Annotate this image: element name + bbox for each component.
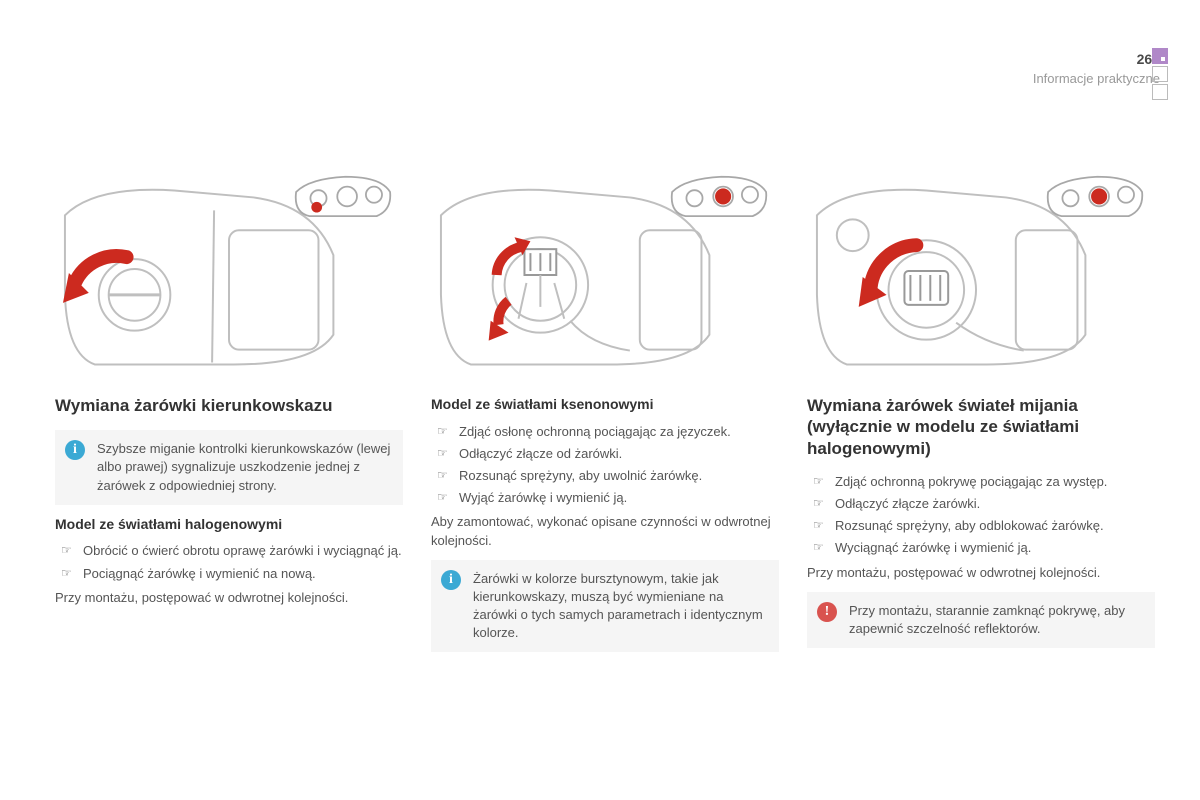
step-item: Zdjąć ochronną pokrywę pociągając za wys… xyxy=(807,473,1155,491)
step-item: Pociągnąć żarówkę i wymienić na nową. xyxy=(55,565,403,583)
column-middle: Model ze światłami ksenonowymi Zdjąć osł… xyxy=(431,175,779,662)
warning-icon: ! xyxy=(817,602,837,622)
step-item: Odłączyć złącze od żarówki. xyxy=(431,445,779,463)
warn-box-right: ! Przy montażu, starannie zamknąć pokryw… xyxy=(807,592,1155,648)
step-item: Obrócić o ćwierć obrotu oprawę żarówki i… xyxy=(55,542,403,560)
diagram-right-svg xyxy=(807,175,1155,375)
steps-middle: Zdjąć osłonę ochronną pociągając za języ… xyxy=(431,423,779,508)
info-icon: i xyxy=(65,440,85,460)
steps-left: Obrócić o ćwierć obrotu oprawę żarówki i… xyxy=(55,542,403,582)
square-marker xyxy=(1152,84,1168,100)
diagram-middle xyxy=(431,175,779,375)
column-right: Wymiana żarówek świateł mijania (wyłączn… xyxy=(807,175,1155,662)
page-number: 265 xyxy=(1033,50,1160,70)
page-body: Wymiana żarówki kierunkowskazu i Szybsze… xyxy=(55,175,1155,662)
diagram-left-svg xyxy=(55,175,403,375)
step-item: Odłączyć złącze żarówki. xyxy=(807,495,1155,513)
step-item: Zdjąć osłonę ochronną pociągając za języ… xyxy=(431,423,779,441)
step-item: Wyciągnąć żarówkę i wymienić ją. xyxy=(807,539,1155,557)
info-box-text: Żarówki w kolorze bursztynowym, takie ja… xyxy=(473,571,763,641)
closing-middle: Aby zamontować, wykonać opisane czynnośc… xyxy=(431,513,779,549)
subheading-left: Model ze światłami halogenowymi xyxy=(55,515,403,535)
heading-left: Wymiana żarówki kierunkowskazu xyxy=(55,395,403,416)
warn-box-text: Przy montażu, starannie zamknąć pokrywę,… xyxy=(849,603,1125,636)
square-marker xyxy=(1152,66,1168,82)
closing-left: Przy montażu, postępować w odwrotnej kol… xyxy=(55,589,403,607)
corner-squares xyxy=(1152,48,1170,102)
closing-right: Przy montażu, postępować w odwrotnej kol… xyxy=(807,564,1155,582)
info-box-left: i Szybsze miganie kontrolki kierunkowska… xyxy=(55,430,403,505)
steps-right: Zdjąć ochronną pokrywę pociągając za wys… xyxy=(807,473,1155,558)
info-icon: i xyxy=(441,570,461,590)
diagram-left xyxy=(55,175,403,375)
heading-right: Wymiana żarówek świateł mijania (wyłączn… xyxy=(807,395,1155,459)
subheading-middle: Model ze światłami ksenonowymi xyxy=(431,395,779,415)
step-item: Rozsunąć sprężyny, aby uwolnić żarówkę. xyxy=(431,467,779,485)
info-box-text: Szybsze miganie kontrolki kierunkowskazó… xyxy=(97,441,390,492)
step-item: Rozsunąć sprężyny, aby odblokować żarówk… xyxy=(807,517,1155,535)
square-marker-filled xyxy=(1152,48,1168,64)
diagram-right xyxy=(807,175,1155,375)
section-label: Informacje praktyczne xyxy=(1033,70,1160,88)
diagram-middle-svg xyxy=(431,175,779,375)
column-left: Wymiana żarówki kierunkowskazu i Szybsze… xyxy=(55,175,403,662)
step-item: Wyjąć żarówkę i wymienić ją. xyxy=(431,489,779,507)
page-header: 265 Informacje praktyczne xyxy=(1033,50,1160,88)
info-box-middle: i Żarówki w kolorze bursztynowym, takie … xyxy=(431,560,779,653)
